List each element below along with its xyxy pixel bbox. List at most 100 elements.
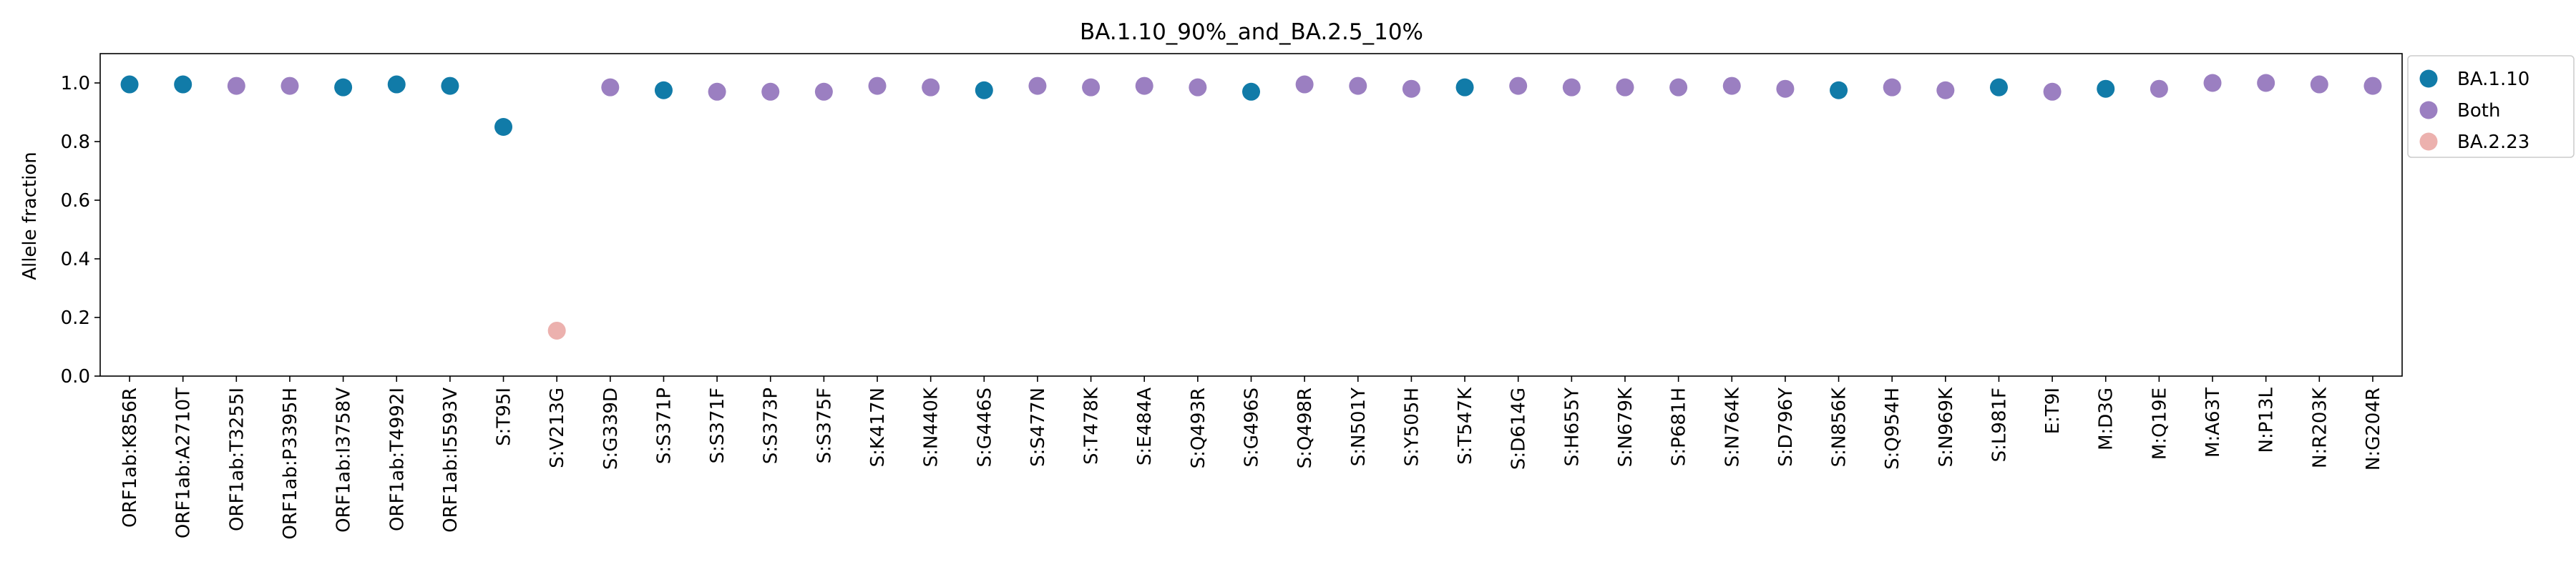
data-point	[2257, 74, 2275, 92]
data-point	[387, 75, 406, 94]
x-tick-label: S:Q498R	[1294, 388, 1316, 468]
data-point	[1295, 75, 1314, 94]
x-tick-label: S:S477N	[1028, 388, 1049, 467]
y-tick-label: 0.6	[61, 190, 90, 212]
x-tick-label: S:G496S	[1241, 388, 1263, 468]
x-tick-label: S:E484A	[1134, 388, 1156, 465]
data-point	[227, 77, 245, 95]
data-point	[1028, 77, 1047, 95]
x-tick-label: S:Q954H	[1882, 388, 1903, 470]
x-tick-label: N:P13L	[2256, 387, 2278, 453]
data-point	[1509, 77, 1528, 95]
x-tick-label: S:N679K	[1615, 387, 1636, 467]
legend-label: BA.1.10	[2457, 69, 2529, 90]
x-tick-label: M:D3G	[2096, 388, 2117, 450]
data-point	[1722, 77, 1741, 95]
data-point	[708, 82, 726, 101]
x-tick-label: N:R203K	[2309, 387, 2331, 468]
x-tick-label: S:N969K	[1936, 387, 1957, 467]
x-tick-label: S:V213G	[547, 388, 568, 468]
x-tick-label: S:S371F	[707, 388, 728, 463]
data-point	[334, 78, 353, 97]
data-point	[2363, 77, 2382, 95]
x-tick-label: ORF1ab:A2710T	[173, 388, 195, 538]
data-point	[975, 81, 993, 99]
x-tick-label: ORF1ab:T4992I	[386, 388, 408, 531]
x-tick-label: S:K417N	[867, 388, 889, 467]
data-point	[814, 82, 833, 101]
x-tick-label: S:S373P	[761, 388, 782, 464]
data-point	[494, 118, 513, 136]
y-tick-label: 0.8	[61, 132, 90, 153]
data-point	[1349, 77, 1367, 95]
x-tick-label: S:N856K	[1829, 387, 1850, 467]
data-point	[922, 78, 940, 97]
x-tick-label: ORF1ab:I5593V	[440, 388, 462, 533]
x-tick-label: S:G339D	[600, 388, 622, 470]
x-tick-label: S:S375F	[814, 388, 835, 463]
data-point	[654, 81, 673, 99]
x-tick-label: S:Q493R	[1188, 388, 1209, 468]
y-tick-label: 1.0	[61, 73, 90, 94]
x-tick-label: S:T95I	[494, 388, 515, 446]
data-point	[601, 78, 620, 97]
data-point	[1830, 81, 1848, 99]
data-point	[1616, 78, 1634, 97]
plot-frame	[99, 53, 2403, 377]
data-point	[1936, 81, 1955, 99]
data-point	[1883, 78, 1901, 97]
x-tick-label: S:N440K	[921, 387, 942, 467]
x-tick-label: M:Q19E	[2149, 388, 2170, 460]
x-tick-label: ORF1ab:I3758V	[333, 388, 355, 533]
data-point	[1776, 79, 1795, 98]
x-tick-label: S:T547K	[1455, 387, 1476, 465]
y-axis-ticks: 0.0 0.2 0.4 0.6 0.8 1.0	[61, 73, 100, 388]
data-point	[1562, 78, 1581, 97]
legend-label: BA.2.23	[2457, 132, 2529, 153]
data-point	[761, 82, 780, 101]
data-point	[1242, 82, 1260, 101]
data-point	[2310, 75, 2328, 94]
x-axis-ticks: ORF1ab:K856R ORF1ab:A2710T ORF1ab:T3255I OR…	[119, 376, 2384, 540]
data-point	[120, 75, 139, 94]
data-point	[441, 77, 459, 95]
data-point	[280, 77, 299, 95]
x-tick-label: S:T478K	[1081, 387, 1103, 465]
legend: BA.1.10 Both BA.2.23	[2407, 55, 2575, 158]
x-tick-label: S:N501Y	[1348, 388, 1370, 466]
y-tick-label: 0.2	[61, 307, 90, 329]
x-tick-label: S:D796Y	[1775, 388, 1797, 467]
legend-marker	[2419, 101, 2438, 119]
x-tick-label: E:T9I	[2042, 388, 2064, 434]
x-tick-label: ORF1ab:P3395H	[280, 388, 301, 540]
y-tick-label: 0.4	[61, 249, 90, 270]
x-tick-label: S:H655Y	[1561, 388, 1583, 466]
x-tick-label: S:S371P	[653, 388, 675, 464]
legend-label: Both	[2457, 100, 2500, 122]
y-tick-label: 0.0	[61, 366, 90, 388]
data-points	[120, 74, 2382, 340]
chart-title: BA.1.10_90%_and_BA.2.5_10%	[1080, 19, 1423, 45]
x-tick-label: S:D614G	[1508, 388, 1530, 470]
x-tick-label: S:N764K	[1722, 387, 1743, 467]
x-tick-label: S:Y505H	[1401, 388, 1423, 466]
data-point	[1669, 78, 1688, 97]
x-tick-label: S:L981F	[1989, 388, 2010, 462]
x-tick-label: ORF1ab:T3255I	[226, 388, 248, 531]
data-point	[1082, 78, 1101, 97]
data-point	[1989, 78, 2008, 97]
legend-marker	[2419, 69, 2438, 88]
data-point	[2203, 74, 2222, 92]
x-tick-label: N:G204R	[2363, 388, 2384, 470]
x-tick-label: M:A63T	[2202, 388, 2224, 458]
data-point	[1455, 78, 1474, 97]
x-tick-label: S:G446S	[974, 388, 995, 468]
data-point	[2043, 82, 2062, 101]
legend-marker	[2419, 132, 2438, 151]
x-tick-label: ORF1ab:K856R	[119, 388, 141, 528]
x-tick-label: S:P681H	[1669, 388, 1690, 466]
data-point	[868, 77, 887, 95]
data-point	[2097, 79, 2115, 98]
legend-frame	[2407, 55, 2575, 158]
